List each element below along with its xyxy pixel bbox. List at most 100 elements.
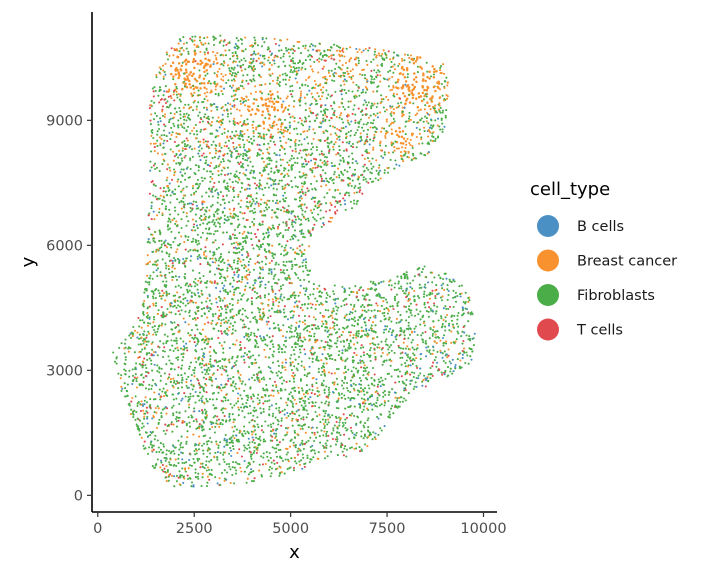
cell-point bbox=[216, 322, 219, 325]
cell-point bbox=[216, 208, 219, 211]
cell-point bbox=[276, 227, 279, 230]
cell-point bbox=[250, 468, 253, 471]
cell-point bbox=[310, 148, 313, 151]
cell-point bbox=[207, 372, 210, 376]
cell-point bbox=[192, 84, 195, 87]
cell-point bbox=[313, 175, 316, 178]
cell-point bbox=[284, 197, 288, 200]
cell-point bbox=[336, 440, 339, 443]
cell-point bbox=[216, 458, 219, 461]
cell-point bbox=[323, 346, 327, 349]
cell-point bbox=[412, 78, 416, 81]
cell-point bbox=[208, 369, 211, 372]
cell-point bbox=[348, 313, 351, 316]
cell-point bbox=[259, 296, 262, 300]
cell-point bbox=[196, 62, 199, 66]
cell-point bbox=[414, 60, 418, 63]
cell-point bbox=[384, 377, 387, 381]
cell-point bbox=[206, 280, 209, 283]
cell-point bbox=[443, 288, 446, 291]
cell-point bbox=[241, 410, 244, 413]
cell-point bbox=[200, 195, 204, 198]
cell-point bbox=[205, 440, 209, 443]
cell-point bbox=[330, 141, 333, 144]
cell-point bbox=[411, 144, 414, 148]
cell-point bbox=[180, 435, 183, 438]
cell-point bbox=[212, 416, 215, 419]
cell-point bbox=[251, 220, 254, 223]
cell-point bbox=[174, 275, 177, 278]
cell-point bbox=[195, 79, 199, 83]
cell-point bbox=[234, 246, 237, 249]
cell-point bbox=[345, 47, 348, 50]
cell-point bbox=[303, 402, 306, 405]
cell-point bbox=[190, 383, 193, 386]
cell-point bbox=[396, 304, 399, 308]
cell-point bbox=[155, 302, 158, 305]
cell-point bbox=[345, 191, 348, 194]
cell-point bbox=[183, 262, 186, 265]
cell-point bbox=[212, 219, 215, 222]
cell-point bbox=[327, 55, 330, 58]
cell-point bbox=[283, 166, 286, 170]
cell-point bbox=[281, 361, 284, 364]
cell-point bbox=[245, 481, 248, 484]
cell-point bbox=[304, 338, 307, 341]
cell-point bbox=[442, 63, 445, 66]
cell-point bbox=[312, 456, 315, 459]
cell-point bbox=[201, 476, 204, 479]
cell-point bbox=[180, 190, 183, 193]
cell-point bbox=[350, 120, 353, 123]
cell-point bbox=[266, 344, 269, 347]
cell-point bbox=[461, 330, 464, 333]
cell-point bbox=[338, 328, 341, 331]
cell-point bbox=[366, 157, 370, 160]
cell-point bbox=[195, 204, 198, 207]
cell-point bbox=[246, 201, 249, 204]
cell-point bbox=[228, 67, 231, 70]
cell-point bbox=[359, 379, 363, 382]
cell-point bbox=[139, 409, 143, 413]
cell-point bbox=[165, 340, 168, 343]
cell-point bbox=[161, 214, 164, 217]
cell-point bbox=[235, 241, 238, 244]
cell-point bbox=[257, 105, 260, 108]
cell-point bbox=[303, 374, 306, 377]
cell-point bbox=[374, 404, 377, 407]
cell-point bbox=[276, 444, 279, 447]
cell-point bbox=[258, 240, 261, 243]
cell-point bbox=[343, 345, 346, 348]
cell-point bbox=[223, 445, 226, 448]
cell-point bbox=[328, 333, 331, 336]
cell-point bbox=[159, 120, 162, 123]
cell-point bbox=[278, 406, 281, 409]
cell-point bbox=[231, 199, 234, 202]
cell-point bbox=[267, 46, 270, 49]
cell-point bbox=[361, 109, 364, 112]
cell-point bbox=[454, 300, 458, 303]
cell-point bbox=[198, 271, 201, 275]
cell-point bbox=[303, 278, 306, 281]
cell-point bbox=[184, 470, 187, 473]
cell-point bbox=[423, 290, 426, 293]
cell-point bbox=[202, 338, 205, 341]
cell-point bbox=[216, 282, 219, 285]
cell-point bbox=[316, 325, 320, 328]
cell-point bbox=[181, 147, 184, 150]
cell-point bbox=[398, 104, 401, 107]
cell-point bbox=[386, 353, 389, 356]
cell-point bbox=[252, 374, 255, 377]
cell-point bbox=[268, 61, 271, 64]
cell-point bbox=[297, 253, 300, 256]
cell-point bbox=[383, 311, 386, 314]
cell-point bbox=[156, 330, 159, 333]
cell-point bbox=[217, 418, 221, 421]
cell-point bbox=[380, 403, 383, 406]
cell-point bbox=[191, 187, 194, 190]
cell-point bbox=[168, 253, 171, 256]
cell-point bbox=[299, 176, 302, 179]
cell-point bbox=[195, 420, 198, 423]
cell-point bbox=[385, 307, 388, 310]
cell-point bbox=[225, 43, 228, 46]
cell-point bbox=[199, 223, 202, 226]
